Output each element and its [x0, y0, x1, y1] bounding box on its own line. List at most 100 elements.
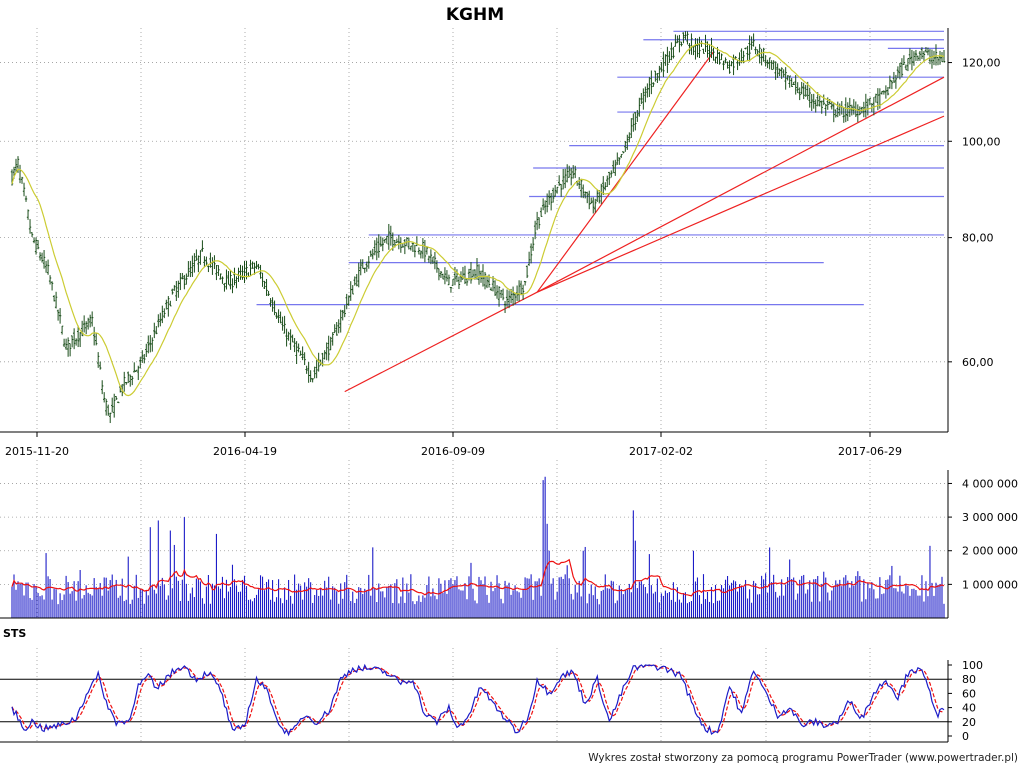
candle-389	[790, 78, 793, 87]
candle-266	[543, 200, 547, 215]
price-y-ticks: 60,00 80,00 100,00 120,00	[948, 57, 1001, 369]
candle-205	[421, 238, 425, 259]
candle-263	[537, 217, 541, 229]
candle-47	[105, 398, 108, 416]
candle-114	[239, 264, 242, 280]
candle-28	[66, 337, 70, 357]
candle-223	[457, 276, 461, 290]
candle-220	[451, 278, 455, 286]
candle-218	[447, 274, 451, 286]
candle-150	[311, 378, 314, 383]
candle-8	[26, 209, 30, 220]
candle-88	[187, 261, 190, 277]
candle-426	[864, 93, 868, 118]
candle-204	[419, 250, 423, 259]
volume-ytick-0: 1 000 000	[962, 578, 1018, 591]
candle-73	[157, 314, 160, 328]
candle-348	[708, 43, 711, 62]
candle-269	[549, 192, 553, 211]
candle-48	[107, 404, 110, 416]
candle-56	[123, 371, 126, 392]
candle-213	[437, 268, 441, 281]
candle-102	[215, 265, 218, 281]
candle-322	[656, 73, 659, 84]
candle-66	[143, 353, 146, 364]
candle-289	[590, 197, 593, 204]
candle-115	[241, 265, 244, 280]
candle-431	[874, 93, 878, 103]
candle-331	[674, 34, 677, 47]
candle-68	[147, 335, 150, 354]
candle-152	[315, 359, 318, 379]
candle-294	[600, 183, 603, 204]
candle-172	[355, 274, 358, 287]
price-moving-average	[11, 42, 945, 397]
candle-9	[28, 219, 32, 234]
volume-ytick-1: 2 000 000	[962, 545, 1018, 558]
candle-124	[259, 264, 262, 279]
candle-249	[509, 288, 513, 304]
candle-428	[868, 97, 872, 106]
candle-272	[555, 186, 559, 194]
candle-26	[62, 338, 66, 347]
candle-271	[553, 184, 557, 197]
sts-d-line	[11, 664, 945, 734]
candle-362	[736, 59, 739, 71]
candle-30	[70, 335, 74, 348]
candle-79	[169, 300, 172, 307]
candle-120	[251, 261, 254, 269]
candle-44	[98, 361, 102, 370]
candle-420	[852, 99, 856, 115]
date-tick-2: 2016-09-09	[421, 445, 485, 458]
candle-160	[331, 332, 334, 346]
candle-305	[622, 151, 625, 154]
candle-168	[347, 295, 350, 306]
volume-ytick-2: 3 000 000	[962, 511, 1018, 524]
candle-159	[329, 336, 332, 351]
candle-161	[333, 324, 336, 334]
candle-127	[265, 278, 268, 296]
candle-98	[207, 265, 210, 273]
candle-77	[165, 299, 168, 310]
candle-339	[690, 33, 693, 55]
candle-451	[914, 49, 918, 61]
price-ytick-1: 80,00	[962, 232, 994, 245]
candle-51	[113, 393, 116, 418]
candle-288	[588, 190, 591, 210]
candle-248	[507, 290, 511, 309]
candle-448	[908, 48, 912, 65]
candle-251	[513, 293, 517, 305]
candle-93	[197, 255, 200, 273]
candle-59	[129, 374, 132, 387]
candle-94	[199, 250, 202, 265]
candle-442	[896, 66, 900, 79]
candle-259	[529, 243, 533, 264]
candle-12	[34, 237, 38, 255]
candle-64	[139, 356, 142, 369]
candle-419	[850, 104, 854, 116]
candle-133	[277, 309, 280, 323]
candle-196	[403, 239, 407, 255]
candle-352	[716, 46, 719, 65]
candle-270	[551, 187, 555, 203]
candle-410	[832, 102, 835, 123]
candle-278	[567, 165, 571, 178]
candle-108	[227, 271, 230, 285]
candle-306	[624, 140, 627, 152]
candle-310	[632, 113, 635, 132]
candle-119	[249, 259, 252, 276]
candle-158	[327, 335, 330, 361]
candle-453	[918, 51, 922, 61]
candle-200	[411, 242, 415, 252]
candle-17	[44, 260, 48, 273]
candle-81	[173, 285, 176, 291]
candle-126	[263, 280, 266, 290]
candle-367	[746, 45, 749, 61]
candle-2	[14, 158, 18, 173]
candle-250	[511, 286, 515, 306]
candle-241	[493, 280, 497, 296]
candle-188	[387, 223, 391, 250]
candle-381	[774, 61, 777, 80]
candle-5	[20, 176, 24, 184]
